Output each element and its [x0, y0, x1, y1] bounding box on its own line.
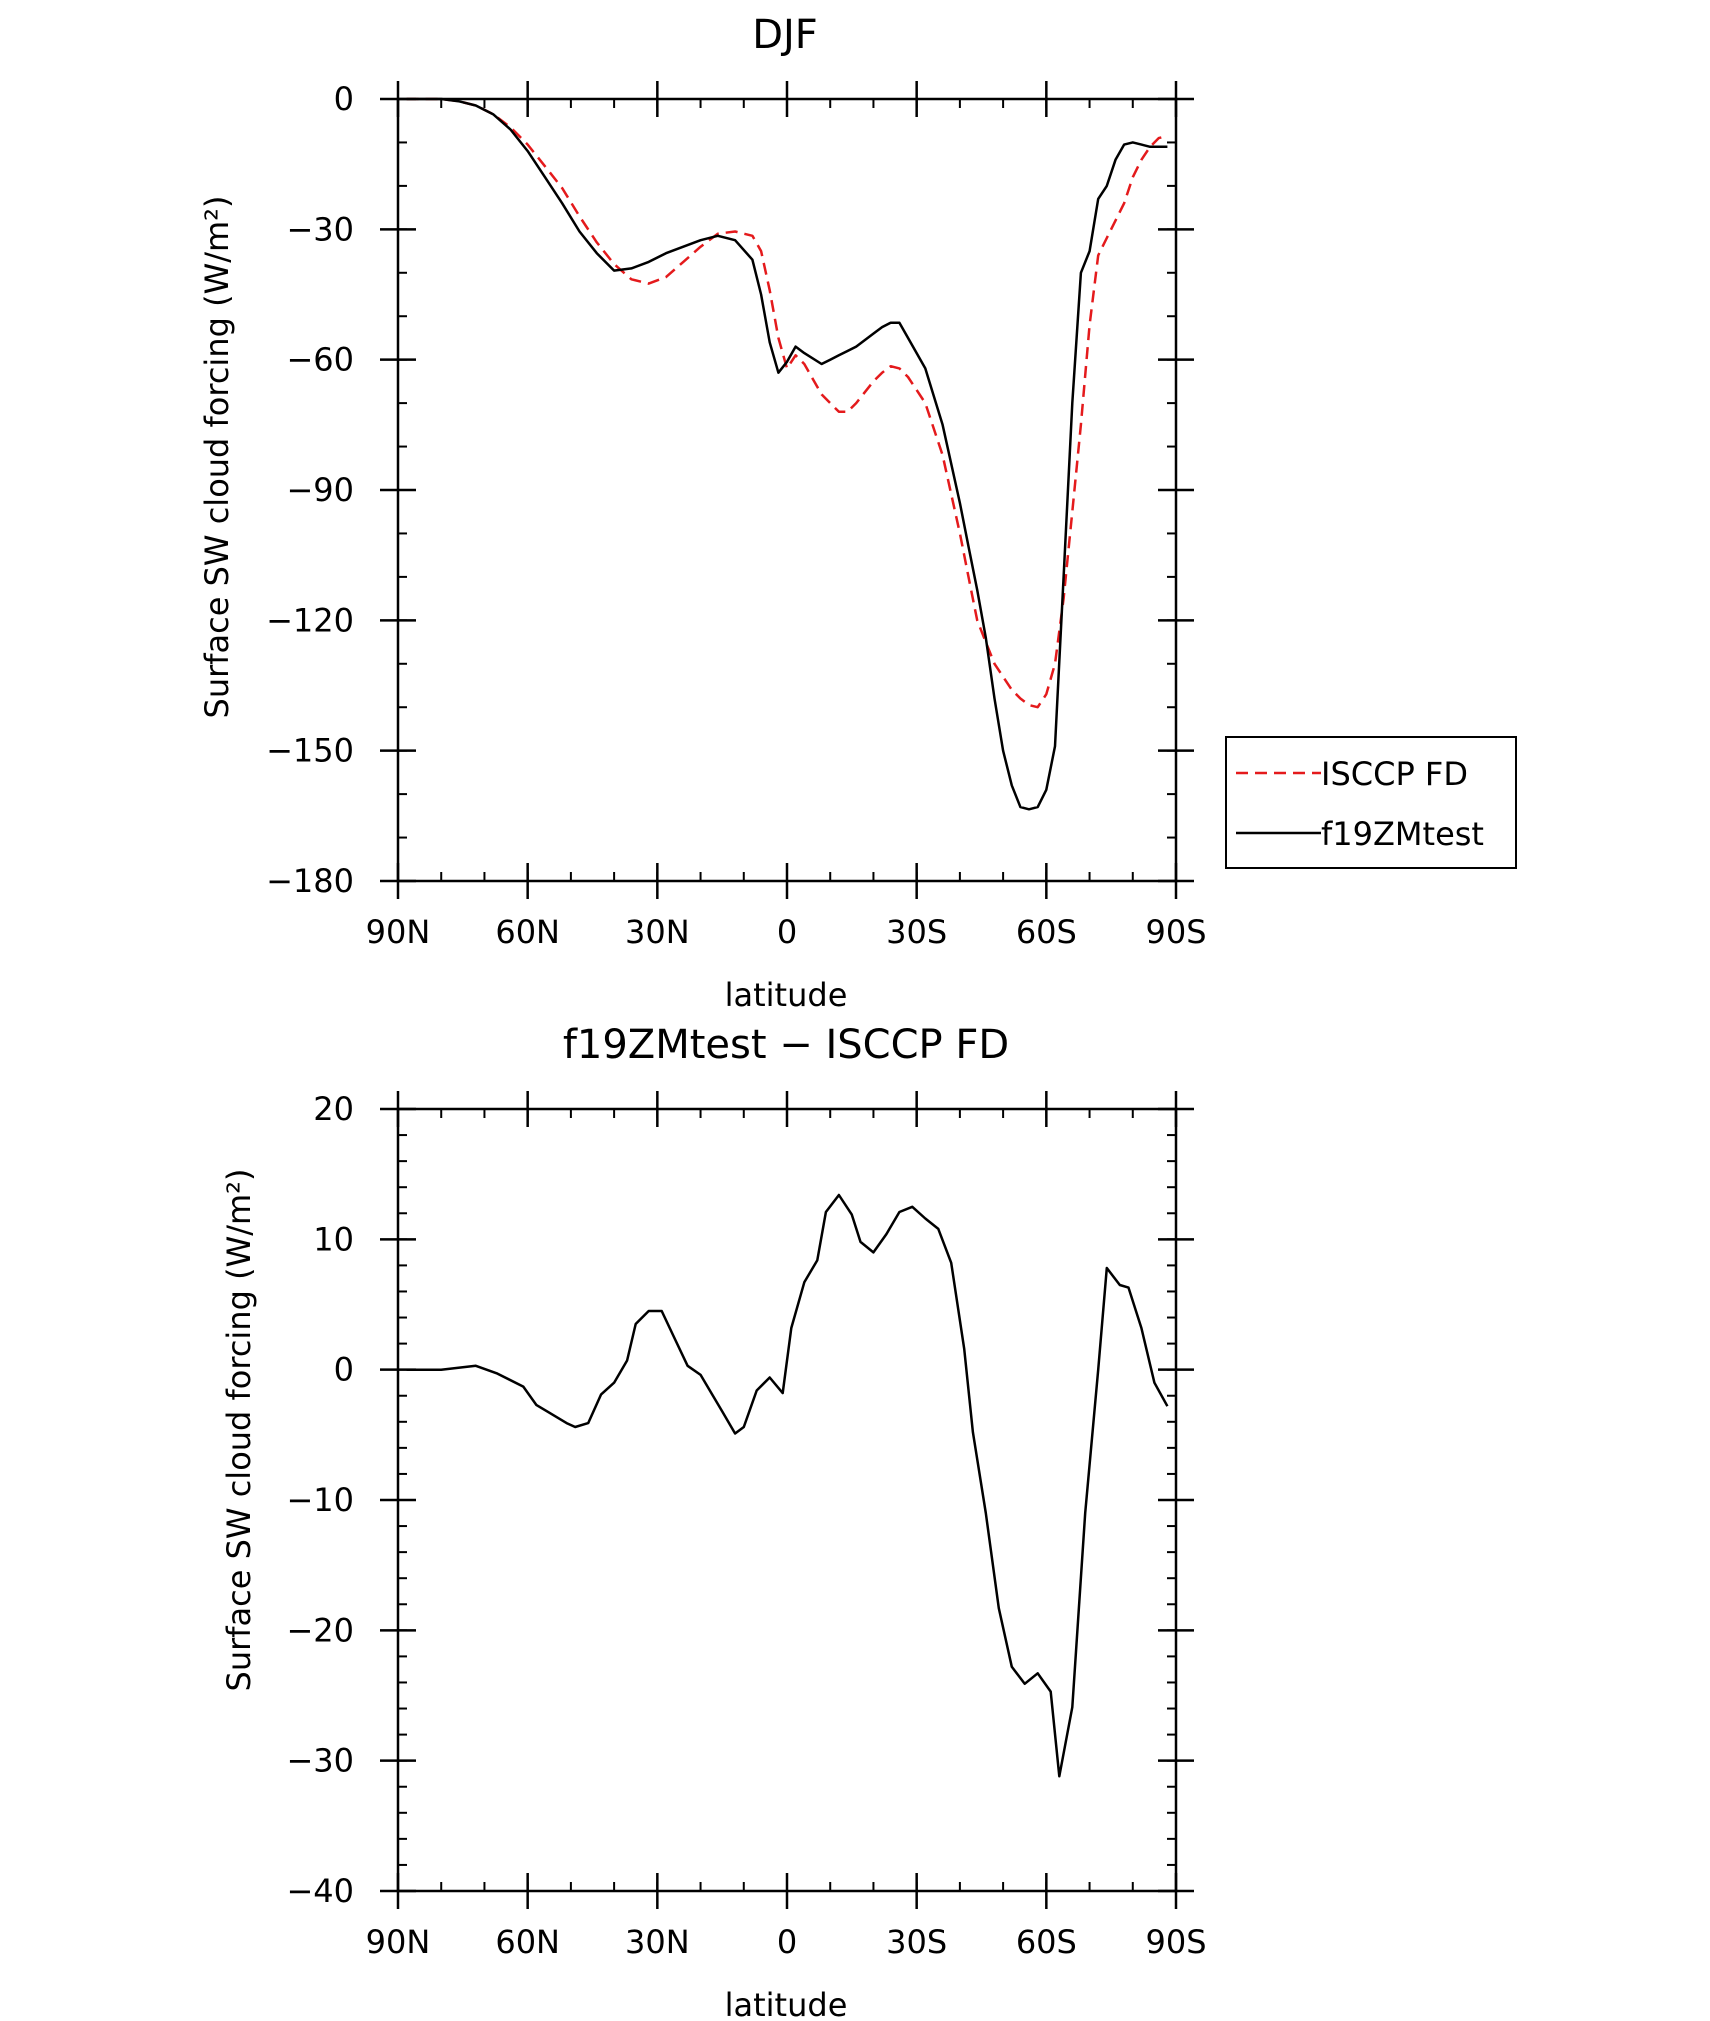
bottom-chart-y-tick-label: −10 [286, 1481, 354, 1519]
top-chart-y-tick-label: −30 [286, 210, 354, 248]
bottom-chart-y-tick-labels: 20 10 0 −10 −20 −30 −40 [286, 1090, 354, 1910]
top-chart-y-tick-labels: 0 −30 −60 −90 −120 −150 −180 [266, 80, 354, 900]
bottom-chart-x-tick-label: 60S [1016, 1923, 1077, 1961]
top-chart-x-tick-label: 60S [1016, 913, 1077, 951]
top-chart-plot-frame [396, 97, 1178, 883]
bottom-chart-x-tick-label: 0 [777, 1923, 797, 1961]
bottom-chart-y-axis-label: Surface SW cloud forcing (W/m²) [220, 1169, 258, 1692]
bottom-chart-x-tick-label: 60N [495, 1923, 560, 1961]
top-chart-series [406, 97, 1168, 811]
top-chart-x-tick-label: 30S [886, 913, 947, 951]
bottom-chart-series [406, 1193, 1169, 1778]
top-chart-y-tick-label: −150 [266, 732, 354, 770]
bottom-chart-plot-frame [396, 1107, 1178, 1893]
bottom-chart-x-tick-label: 90N [366, 1923, 431, 1961]
top-chart-x-tick-label: 60N [495, 913, 560, 951]
top-chart-y-tick-label: −90 [286, 471, 354, 509]
bottom-chart-y-tick-label: 10 [313, 1220, 354, 1258]
top-chart-y-axis-label: Surface SW cloud forcing (W/m²) [198, 196, 236, 719]
top-chart-y-tick-label: −180 [266, 862, 354, 900]
top-chart-x-tick-label: 90S [1145, 913, 1206, 951]
bottom-chart-panel: f19ZMtest − ISCCP FD Surface SW cloud fo… [220, 1022, 1207, 2021]
legend-box [1225, 736, 1517, 869]
top-chart-x-tick-labels: 90N 60N 30N 0 30S 60S 90S [366, 913, 1207, 951]
top-chart-series-line-f19zmtest [406, 97, 1168, 811]
top-chart-title: DJF [752, 12, 818, 58]
bottom-chart-title: f19ZMtest − ISCCP FD [563, 1022, 1009, 1068]
top-chart-x-tick-label: 30N [625, 913, 690, 951]
bottom-chart-y-tick-label: 0 [334, 1351, 354, 1389]
bottom-chart-y-tick-label: 20 [313, 1090, 354, 1128]
bottom-chart-y-tick-label: −30 [286, 1742, 354, 1780]
top-chart-y-tick-label: 0 [334, 80, 354, 118]
bottom-chart-x-tick-label: 30S [886, 1923, 947, 1961]
bottom-chart-x-axis-label: latitude [725, 1986, 848, 2021]
bottom-chart-y-tick-label: −20 [286, 1611, 354, 1649]
bottom-chart-x-tick-label: 90S [1145, 1923, 1206, 1961]
bottom-chart-x-tick-label: 30N [625, 1923, 690, 1961]
top-chart-series-line-isccp-fd [406, 97, 1168, 709]
top-chart-x-axis-label: latitude [725, 976, 848, 1014]
bottom-chart-series-line-difference [406, 1193, 1169, 1778]
top-chart-y-tick-label: −120 [266, 601, 354, 639]
legend-label-f19zmtest: f19ZMtest [1321, 815, 1484, 853]
top-chart-y-tick-label: −60 [286, 341, 354, 379]
bottom-chart-x-tick-labels: 90N 60N 30N 0 30S 60S 90S [366, 1923, 1207, 1961]
legend-label-isccp: ISCCP FD [1321, 755, 1468, 793]
bottom-chart-y-tick-label: −40 [286, 1872, 354, 1910]
legend: ISCCP FD f19ZMtest [1225, 736, 1517, 869]
top-chart-x-tick-label: 0 [777, 913, 797, 951]
top-chart-x-tick-label: 90N [366, 913, 431, 951]
top-chart-panel: DJF Surface SW cloud forcing (W/m²) lati… [198, 12, 1517, 1014]
